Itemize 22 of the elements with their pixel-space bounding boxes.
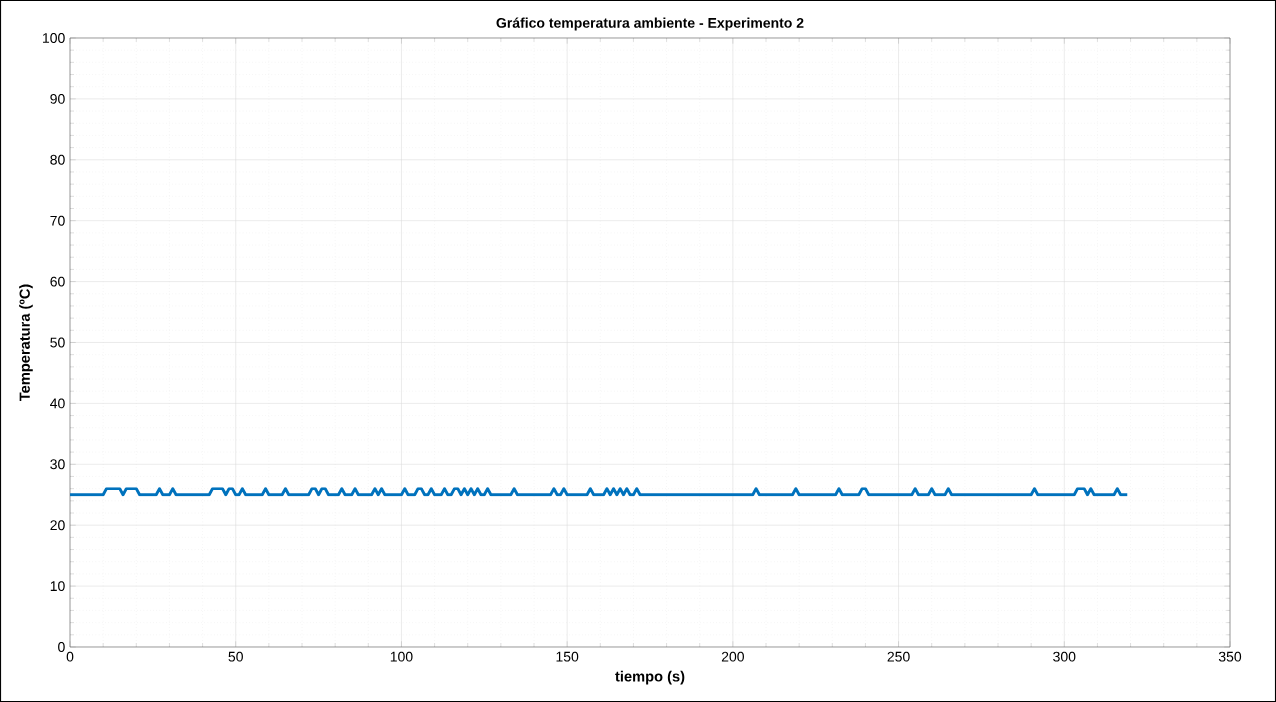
y-tick-label: 90 [50, 93, 65, 104]
y-tick-label: 60 [50, 276, 65, 287]
x-tick-label: 50 [228, 651, 243, 662]
y-tick-label: 40 [50, 398, 65, 409]
x-tick-label: 350 [1218, 651, 1242, 662]
x-tick-label: 250 [887, 651, 910, 662]
x-tick-label: 100 [390, 651, 413, 662]
y-tick-label: 70 [50, 215, 65, 226]
x-tick-label: 0 [66, 651, 74, 662]
y-tick-label: 20 [50, 520, 65, 531]
x-tick-label: 150 [556, 651, 579, 662]
y-tick-label: 100 [43, 33, 65, 43]
x-axis-title: tiempo (s) [615, 670, 685, 685]
y-axis-title: Temperatura (ºC) [19, 284, 33, 402]
x-tick-label: 300 [1053, 651, 1076, 662]
x-tick-label: 200 [721, 651, 744, 662]
chart-title: Gráfico temperatura ambiente - Experimento 2 [496, 17, 804, 31]
y-tick-label: 50 [50, 337, 65, 348]
y-tick-label: 10 [50, 581, 65, 592]
y-tick-label: 30 [50, 459, 65, 470]
y-tick-label: 80 [50, 154, 65, 165]
y-tick-label: 0 [58, 642, 65, 652]
